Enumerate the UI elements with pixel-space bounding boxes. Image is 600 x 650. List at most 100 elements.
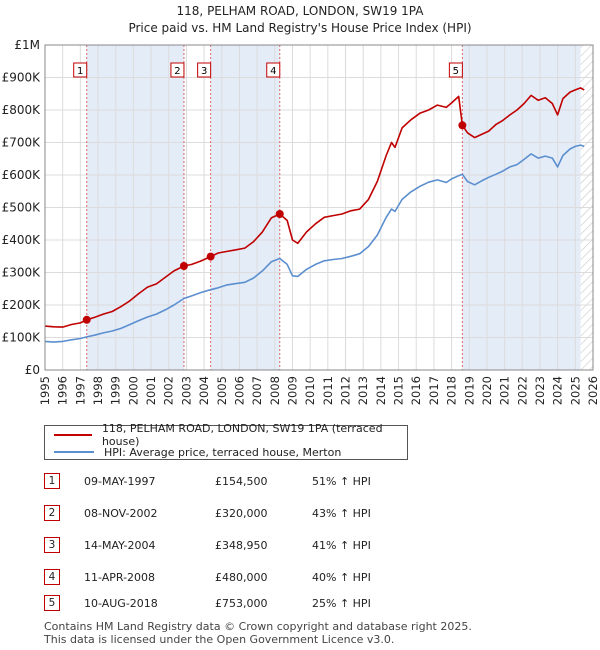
x-tick-label: 2011 [321,376,335,405]
x-tick-label: 1997 [73,376,87,405]
sale-number-badge: 5 [44,595,60,611]
sale-point [206,252,215,261]
sale-hpi-diff: 25% ↑ HPI [312,597,371,610]
property-price-line [44,87,585,328]
sale-hpi-diff: 40% ↑ HPI [312,571,371,584]
x-tick-label: 2016 [409,376,423,405]
y-tick-label: £900K [2,71,42,85]
sale-point [179,262,188,270]
x-tick-label: 2014 [374,376,388,405]
plot-frame [44,44,594,371]
sale-price: £753,000 [215,597,268,610]
sale-label-text: 5 [453,66,459,77]
sale-row: 5 10-AUG-2018 £753,000 25% ↑ HPI [44,595,384,613]
sale-point [275,210,284,218]
x-tick-label: 2024 [551,376,565,405]
x-tick-label: 2025 [568,376,582,405]
x-tick-label: 2010 [303,376,317,405]
legend-hpi-label: HPI: Average price, terraced house, Mert… [104,445,342,459]
price-chart: 118, PELHAM ROAD, LONDON, SW19 1PA Price… [2,4,600,405]
sale-date: 14-MAY-2004 [84,539,156,552]
x-tick-label: 2026 [586,376,600,405]
sale-point [458,121,467,130]
sale-label-text: 1 [77,66,83,77]
y-tick-label: £600K [2,168,42,182]
x-tick-label: 2013 [356,376,370,405]
sale-label-text: 2 [174,66,180,77]
y-tick-label: £500K [2,201,42,215]
sale-row: 3 14-MAY-2004 £348,950 41% ↑ HPI [44,537,384,555]
sale-label-box [170,62,185,78]
legend-property: 118, PELHAM ROAD, LONDON, SW19 1PA (terr… [54,422,407,448]
sale-price: £154,500 [215,475,268,488]
x-tick-label: 2019 [462,376,476,405]
x-tick-label: 1995 [38,376,52,405]
legend-property-swatch [54,434,92,436]
sale-point [82,315,91,324]
x-tick-label: 2001 [144,376,158,405]
sale-price: £320,000 [215,507,268,520]
sale-hpi-diff: 43% ↑ HPI [312,507,371,520]
chart-title: 118, PELHAM ROAD, LONDON, SW19 1PA [177,4,425,18]
sale-number-badge: 1 [44,473,60,489]
sale-hpi-diff: 41% ↑ HPI [312,539,371,552]
legend-hpi: HPI: Average price, terraced house, Mert… [54,444,341,460]
x-tick-label: 2002 [162,376,176,405]
sale-markers: 1 2 3 4 5 [73,62,467,324]
sale-hpi-diff: 51% ↑ HPI [312,475,371,488]
x-axis: 1995 1996 1997 1998 1999 2000 2001 2002 2003 2004… [38,376,600,405]
sale-number-badge: 3 [44,537,60,553]
x-tick-label: 2021 [498,376,512,405]
x-tick-label: 2009 [285,376,299,405]
chart-subtitle: Price paid vs. HM Land Registry's House … [128,21,471,35]
sale-row: 2 08-NOV-2002 £320,000 43% ↑ HPI [44,505,384,523]
sale-date: 08-NOV-2002 [84,507,158,520]
y-tick-label: £800K [2,103,42,117]
sale-label-text: 3 [201,66,207,77]
sale-date: 11-APR-2008 [84,571,156,584]
sale-date: 10-AUG-2018 [84,597,158,610]
sale-label-box [448,62,463,78]
x-tick-label: 2022 [515,376,529,405]
sale-price: £348,950 [215,539,268,552]
x-tick-label: 2018 [445,376,459,405]
x-tick-label: 2006 [232,376,246,405]
sale-label-text: 4 [270,66,276,77]
x-tick-label: 2017 [427,376,441,405]
x-tick-label: 2015 [392,376,406,405]
y-tick-label: £1M [14,38,40,52]
sale-number-badge: 4 [44,569,60,585]
y-tick-label: £0 [25,363,40,377]
y-axis: £0 £100K £200K £300K £400K £500K £600K £700K £80… [2,38,42,377]
x-tick-label: 2000 [126,376,140,405]
footer: Contains HM Land Registry data © Crown c… [44,620,472,646]
y-tick-label: £100K [2,331,42,345]
sale-number-badge: 2 [44,505,60,521]
x-tick-label: 2008 [268,376,282,405]
x-tick-label: 2012 [339,376,353,405]
x-tick-label: 2005 [215,376,229,405]
x-tick-label: 2003 [179,376,193,405]
sale-price: £480,000 [215,571,268,584]
y-tick-label: £400K [2,233,42,247]
sale-row: 1 09-MAY-1997 £154,500 51% ↑ HPI [44,473,384,491]
sale-date: 09-MAY-1997 [84,475,156,488]
series-lines [44,87,585,343]
x-tick-label: 2007 [250,376,264,405]
x-tick-label: 1998 [91,376,105,405]
sale-label-box [73,62,88,78]
legend-property-label: 118, PELHAM ROAD, LONDON, SW19 1PA (terr… [101,422,383,448]
y-tick-label: £700K [2,136,42,150]
x-tick-label: 1996 [56,376,70,405]
x-tick-label: 1999 [109,376,123,405]
hpi-line [44,144,585,343]
sale-label-box [197,62,212,78]
x-tick-label: 2004 [197,376,211,405]
footer-licence: This data is licensed under the Open Gov… [44,633,395,646]
y-tick-label: £200K [2,298,42,312]
x-tick-label: 2023 [533,376,547,405]
legend-hpi-swatch [54,451,94,453]
legend: 118, PELHAM ROAD, LONDON, SW19 1PA (terr… [44,422,408,460]
y-tick-label: £300K [2,266,42,280]
sale-label-box [266,62,281,78]
